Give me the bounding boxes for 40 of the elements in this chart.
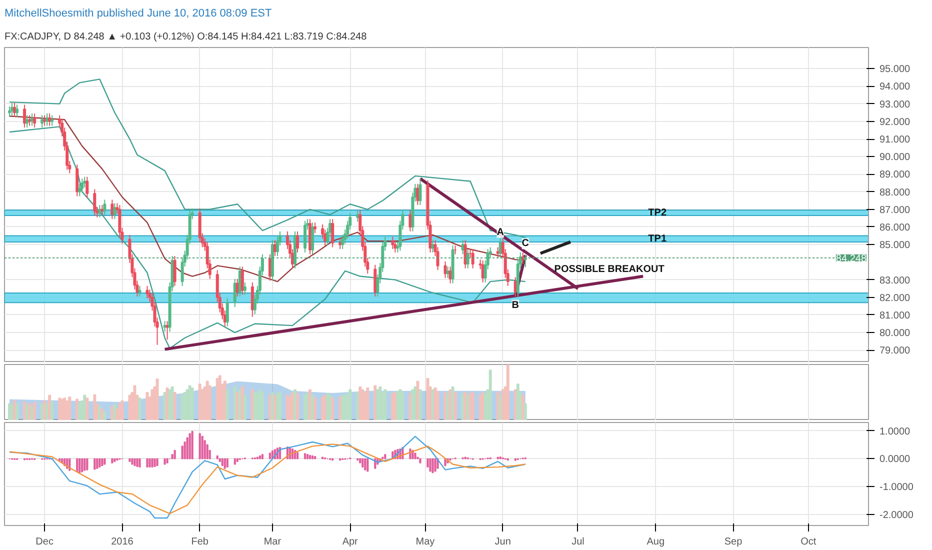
- y-tick-label: 83.000: [880, 275, 911, 286]
- y-tick-label: -1.0000: [880, 482, 914, 494]
- x-tick-label: Apr: [342, 536, 359, 548]
- y-tick-label: 81.000: [880, 310, 911, 322]
- y-tick-label: 94.000: [880, 82, 911, 93]
- x-tick-label: Aug: [646, 536, 665, 548]
- chart-title: MitchellShoesmith published June 10, 2016 08:09 EST: [4, 8, 272, 20]
- annotation: POSSIBLE BREAKOUT: [554, 264, 664, 276]
- y-tick-label: 88.000: [880, 187, 911, 198]
- y-tick-label: 89.000: [880, 170, 911, 181]
- y-tick-label: 1.0000: [880, 426, 911, 438]
- x-tick-label: Dec: [36, 536, 54, 548]
- y-tick-label: 93.000: [880, 99, 911, 110]
- x-tick-label: Mar: [264, 536, 282, 548]
- y-tick-label: 91.000: [880, 134, 911, 146]
- y-tick-label: 90.000: [880, 152, 911, 164]
- ref-line-label: 84.248: [836, 253, 867, 264]
- annotation: C: [522, 238, 530, 250]
- y-tick-label: 85.000: [880, 240, 911, 252]
- y-tick-label: 0.0000: [880, 454, 911, 466]
- x-tick-label: Jun: [494, 536, 511, 548]
- y-tick-label: 80.000: [880, 328, 911, 340]
- band-label: TP1: [648, 233, 667, 244]
- y-tick-label: 92.000: [880, 116, 911, 128]
- x-tick-label: May: [416, 536, 435, 548]
- y-tick-label: 82.000: [880, 292, 911, 304]
- y-tick-label: 79.000: [880, 346, 911, 357]
- band-label: TP2: [648, 207, 667, 218]
- y-tick-label: 87.000: [880, 204, 911, 216]
- y-tick-label: -2.0000: [880, 510, 914, 521]
- y-tick-label: 86.000: [880, 222, 911, 234]
- x-tick-label: Jul: [572, 536, 584, 548]
- x-tick-label: Sep: [724, 536, 743, 548]
- x-tick-label: Feb: [191, 536, 209, 548]
- annotation: A: [496, 226, 504, 238]
- x-tick-label: Oct: [800, 536, 816, 548]
- x-tick-label: 2016: [111, 536, 134, 548]
- chart-subtitle: FX:CADJPY, D 84.248 ▲ +0.103 (+0.12%) O:84.145 H:84.421 L:83.719 C:84.248: [4, 32, 368, 42]
- annotation: B: [512, 300, 520, 311]
- y-tick-label: 95.000: [880, 64, 911, 76]
